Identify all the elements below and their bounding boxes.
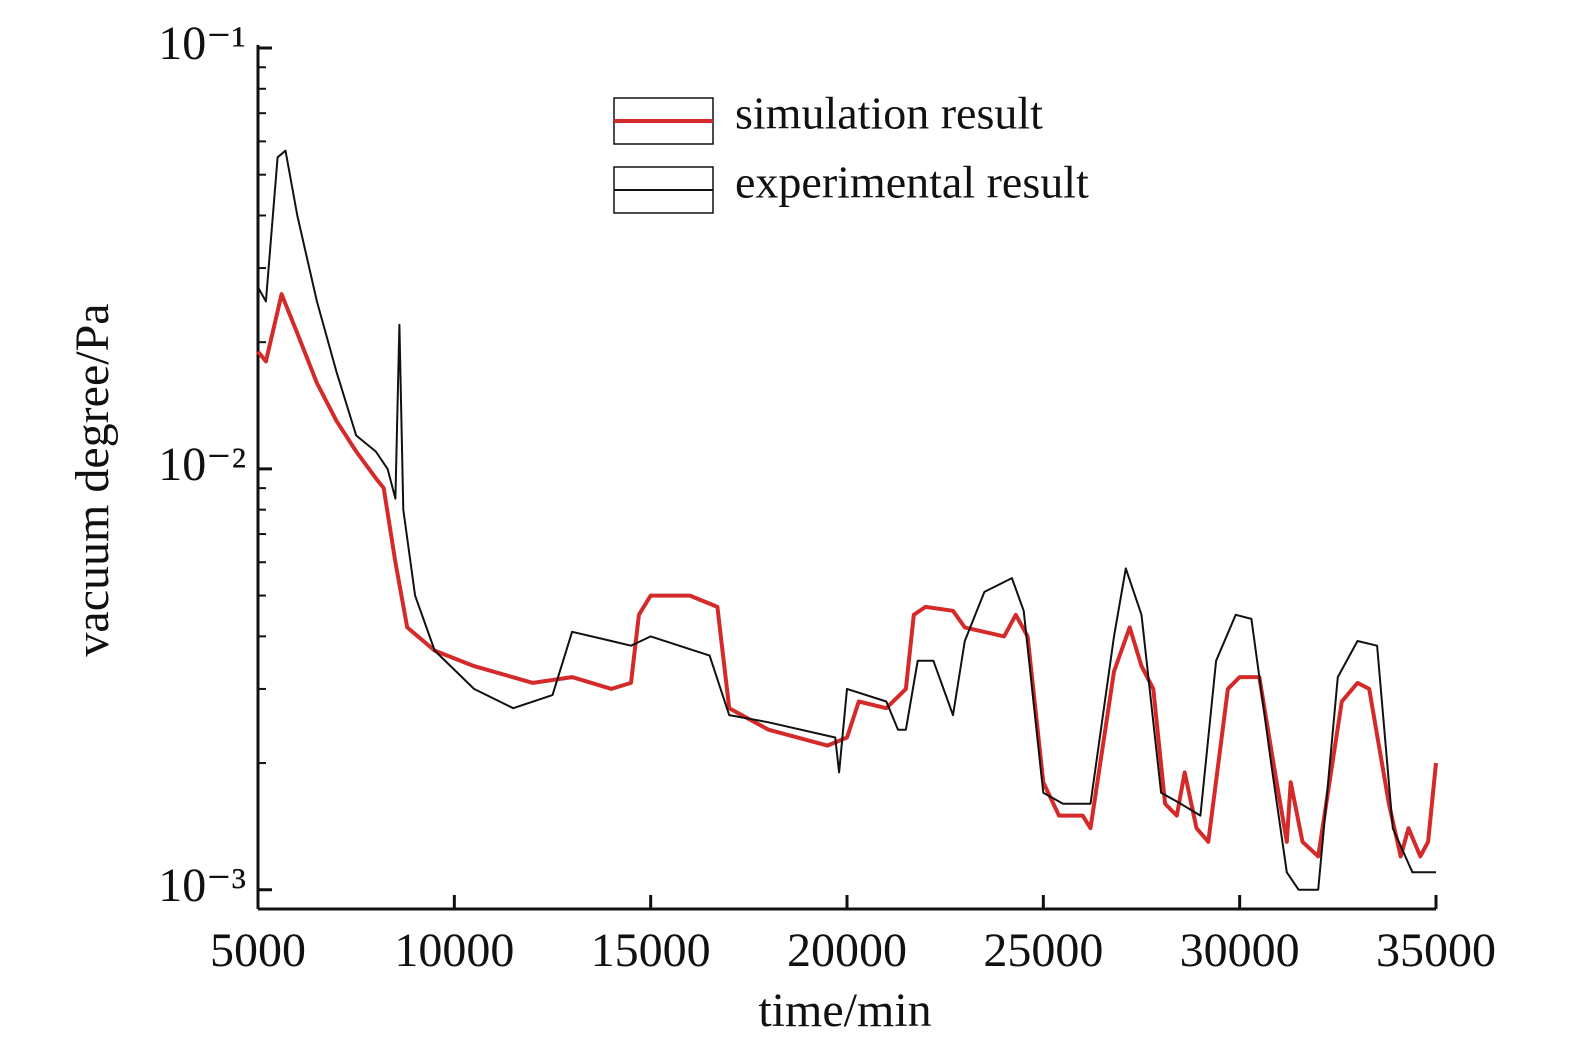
x-tick-label: 25000 bbox=[983, 924, 1103, 977]
x-tick-label: 10000 bbox=[394, 924, 514, 977]
x-tick-label: 5000 bbox=[210, 924, 306, 977]
legend-label: simulation result bbox=[735, 88, 1043, 139]
x-tick-label: 15000 bbox=[591, 924, 711, 977]
y-tick-label: 10⁻² bbox=[158, 438, 246, 491]
data-line bbox=[256, 292, 1438, 859]
y-axis-label: vacuum degree/Pa bbox=[66, 303, 119, 656]
legend-label: experimental result bbox=[735, 157, 1089, 208]
y-tick-label: 10⁻³ bbox=[158, 859, 246, 912]
x-axis-label: time/min bbox=[758, 984, 931, 1037]
y-tick-label: 10⁻¹ bbox=[158, 17, 246, 70]
x-tick-label: 35000 bbox=[1376, 924, 1496, 977]
x-tick-label: 20000 bbox=[787, 924, 907, 977]
data-line bbox=[257, 149, 1436, 891]
x-tick-label: 30000 bbox=[1180, 924, 1300, 977]
